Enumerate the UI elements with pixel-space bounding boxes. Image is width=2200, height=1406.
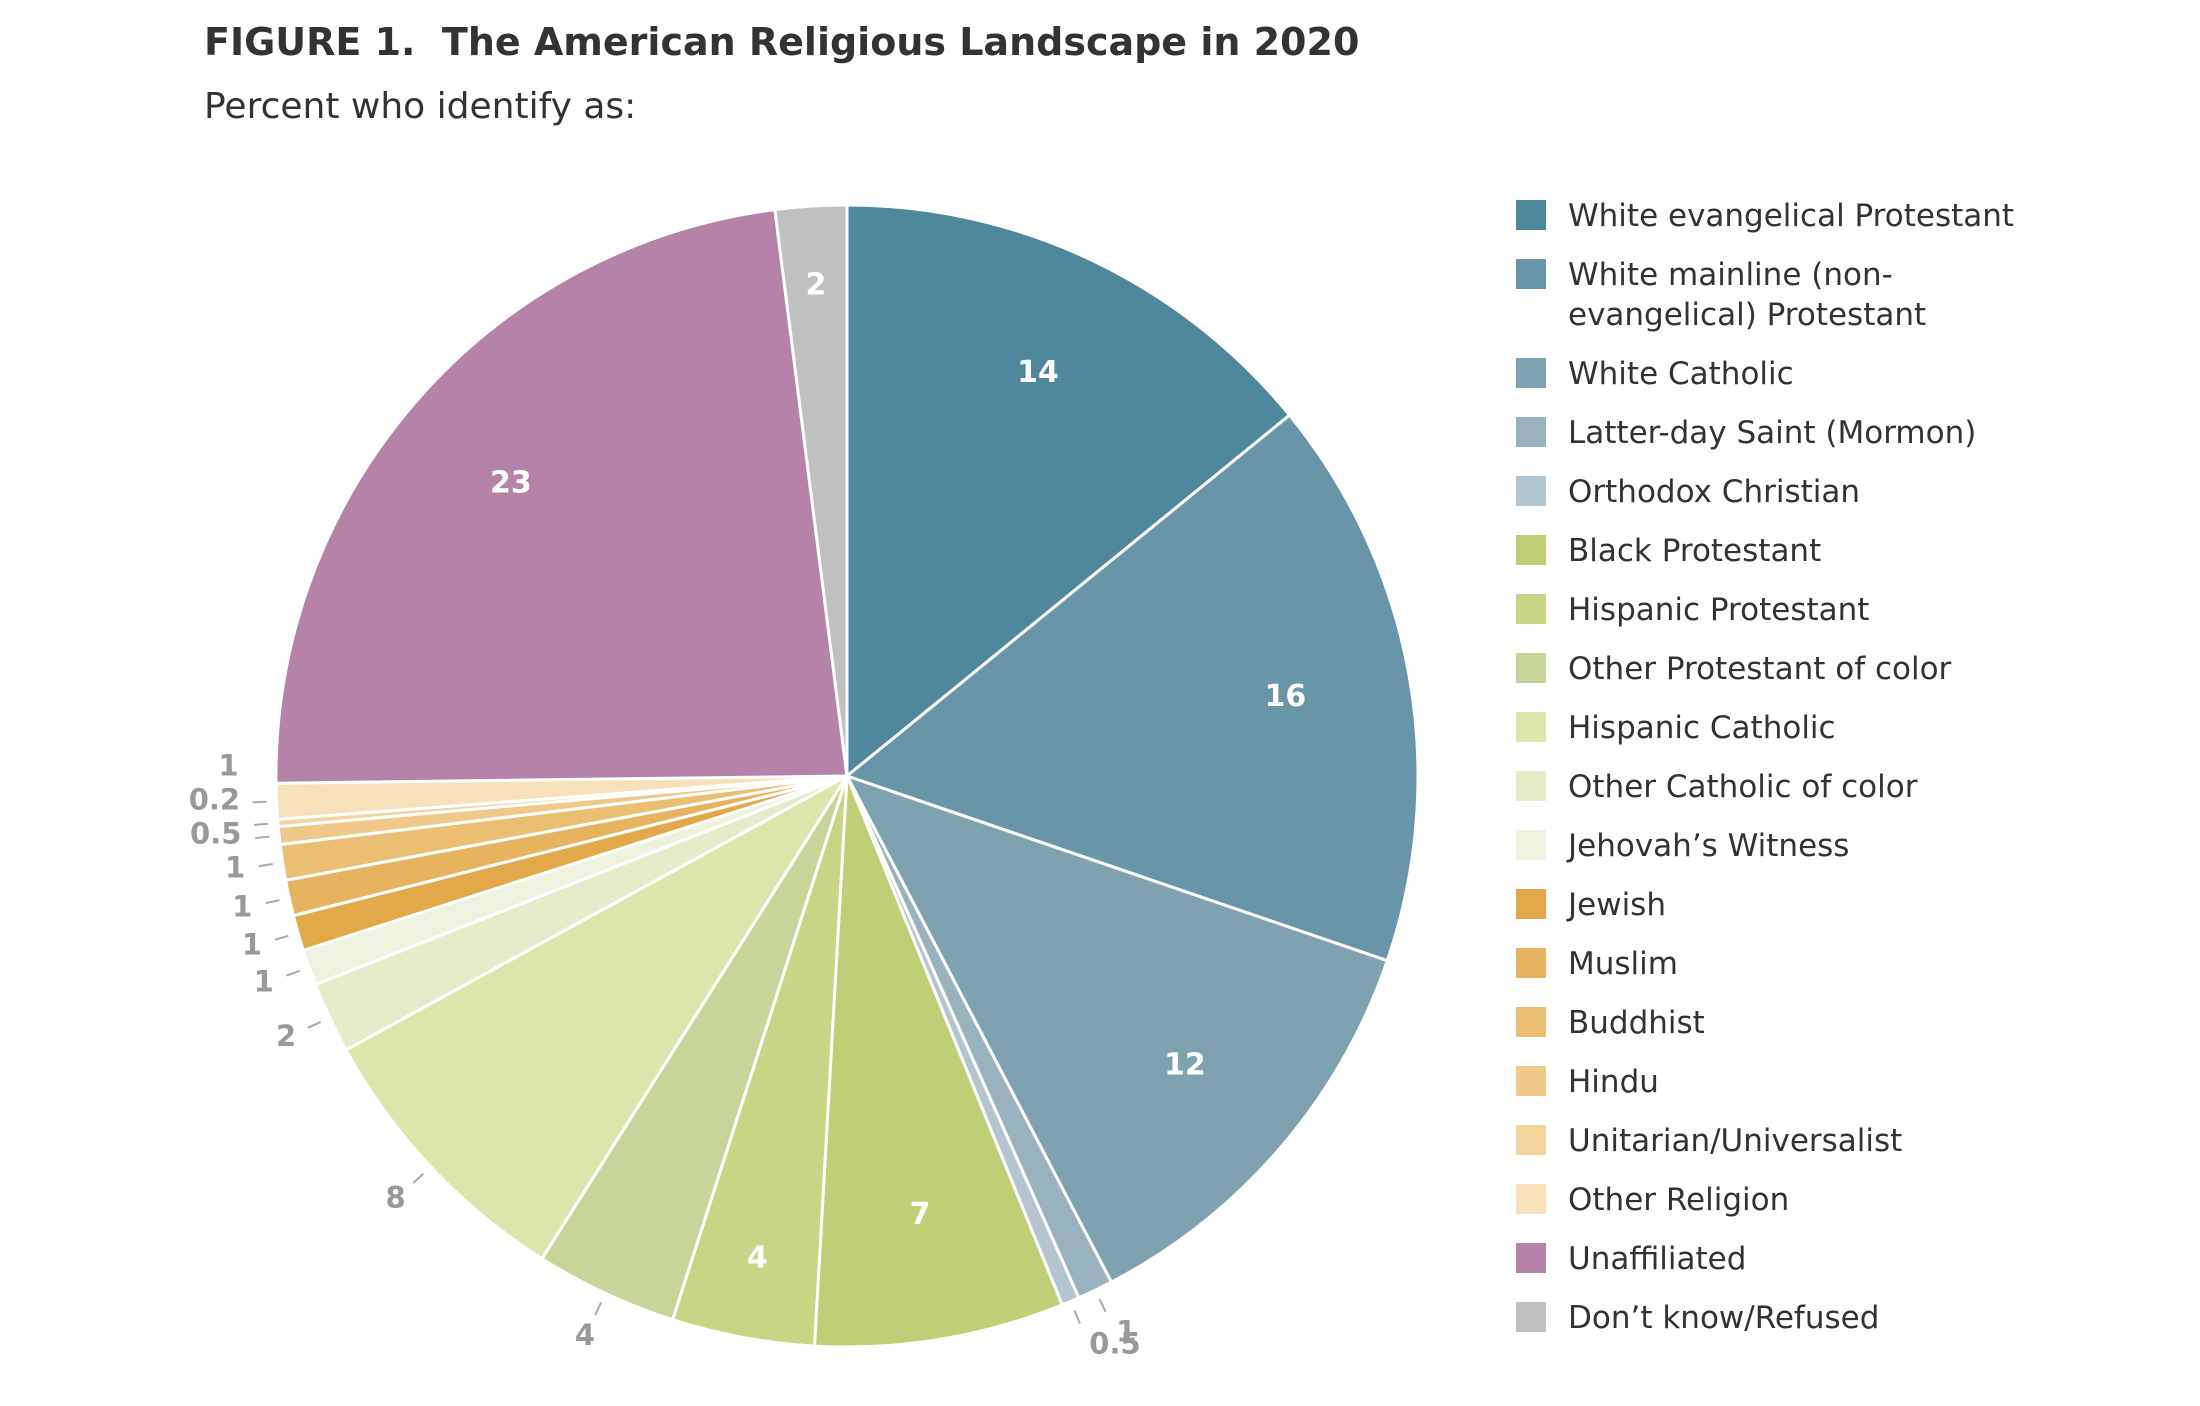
legend-item: Hispanic Catholic	[1516, 708, 2076, 748]
legend-item: Hindu	[1516, 1062, 2076, 1102]
leader-line	[1098, 1298, 1107, 1313]
legend-label: Don’t know/Refused	[1568, 1300, 1880, 1336]
legend-swatch	[1516, 200, 1546, 230]
data-label: 1	[218, 749, 238, 783]
data-label: 0.5	[190, 817, 241, 851]
legend-label: Jewish	[1568, 887, 1666, 923]
leader-line	[265, 899, 280, 905]
data-label: 2	[805, 267, 826, 302]
legend-item: Black Protestant	[1516, 531, 2076, 571]
legend-swatch	[1516, 948, 1546, 978]
pie-slice	[343, 771, 852, 1261]
legend-item: Buddhist	[1516, 1003, 2076, 1043]
legend-label: Hispanic Catholic	[1568, 710, 1836, 746]
legend-item: Other Catholic of color	[1516, 767, 2076, 807]
legend-label: Unitarian/Universalist	[1568, 1123, 1903, 1159]
legend-label: Muslim	[1568, 946, 1678, 982]
pie-slice	[773, 203, 849, 777]
legend-label: White evangelical Protestant	[1568, 198, 2015, 234]
legend-swatch	[1516, 1007, 1546, 1037]
legend-item: Hispanic Protestant	[1516, 590, 2076, 630]
leader-line	[255, 835, 270, 840]
legend-label: Black Protestant	[1568, 533, 1822, 569]
legend-label: Unaffiliated	[1568, 1241, 1747, 1277]
legend-swatch	[1516, 889, 1546, 919]
data-label: 7	[910, 1197, 931, 1232]
data-label: 0.2	[189, 783, 240, 817]
legend-label: White Catholic	[1568, 356, 1794, 392]
leader-line	[252, 800, 267, 804]
leader-line	[253, 822, 269, 826]
chart-title: FIGURE 1. The American Religious Landsca…	[204, 20, 1360, 64]
legend-swatch	[1516, 594, 1546, 624]
leader-line	[307, 1021, 322, 1029]
legend-item: Jewish	[1516, 885, 2076, 925]
pie-slice	[812, 775, 1065, 1349]
data-label: 8	[385, 1181, 405, 1215]
legend-label: White mainline (non-evangelical) Protest…	[1568, 257, 1927, 333]
pie-slice	[843, 773, 1390, 1285]
leader-line	[286, 969, 300, 977]
legend-label: Hindu	[1568, 1064, 1659, 1100]
legend-label: Buddhist	[1568, 1005, 1705, 1041]
legend-swatch	[1516, 476, 1546, 506]
legend-swatch	[1516, 1243, 1546, 1273]
legend-item: Jehovah’s Witness	[1516, 826, 2076, 866]
legend-label: Other Catholic of color	[1568, 769, 1918, 805]
legend-label: Jehovah’s Witness	[1568, 828, 1850, 864]
legend-swatch	[1516, 535, 1546, 565]
legend-item: White mainline (non-evangelical) Protest…	[1516, 255, 2076, 335]
legend-item: White Catholic	[1516, 354, 2076, 394]
legend-swatch	[1516, 1125, 1546, 1155]
pie-slice	[845, 203, 1292, 780]
legend-swatch	[1516, 1184, 1546, 1214]
leader-line	[412, 1172, 425, 1184]
legend-swatch	[1516, 417, 1546, 447]
data-label: 0.5	[1089, 1327, 1140, 1361]
legend-swatch	[1516, 830, 1546, 860]
leader-line	[258, 862, 273, 868]
legend-item: Other Religion	[1516, 1180, 2076, 1220]
legend-label: Latter-day Saint (Mormon)	[1568, 415, 1977, 451]
legend-swatch	[1516, 653, 1546, 683]
legend-item: White evangelical Protestant	[1516, 196, 2076, 236]
legend-item: Don’t know/Refused	[1516, 1298, 2076, 1338]
legend: White evangelical Protestant White mainli…	[1516, 196, 2076, 1357]
data-label: 1	[232, 889, 252, 923]
legend-item: Unitarian/Universalist	[1516, 1121, 2076, 1161]
legend-swatch	[1516, 1302, 1546, 1332]
legend-label: Hispanic Protestant	[1568, 592, 1870, 628]
pie-slice	[274, 207, 849, 785]
data-label: 1	[1116, 1314, 1136, 1348]
data-label: 16	[1265, 679, 1307, 714]
data-label: 1	[242, 927, 262, 961]
data-label: 4	[575, 1318, 595, 1352]
legend-swatch	[1516, 358, 1546, 388]
legend-item: Other Protestant of color	[1516, 649, 2076, 689]
legend-label: Orthodox Christian	[1568, 474, 1861, 510]
data-label: 23	[490, 465, 532, 500]
chart-subtitle: Percent who identify as:	[204, 86, 637, 127]
data-label: 1	[254, 965, 274, 999]
data-label: 2	[276, 1019, 296, 1053]
leader-line	[274, 934, 289, 941]
legend-label: Other Religion	[1568, 1182, 1790, 1218]
legend-item: Orthodox Christian	[1516, 472, 2076, 512]
data-label: 1	[225, 851, 245, 885]
leader-line	[594, 1301, 602, 1316]
legend-item: Latter-day Saint (Mormon)	[1516, 413, 2076, 453]
leader-line	[1073, 1310, 1081, 1324]
data-label: 4	[747, 1240, 768, 1275]
legend-item: Unaffiliated	[1516, 1239, 2076, 1279]
legend-swatch	[1516, 1066, 1546, 1096]
legend-item: Muslim	[1516, 944, 2076, 984]
legend-swatch	[1516, 712, 1546, 742]
legend-label: Other Protestant of color	[1568, 651, 1952, 687]
data-label: 12	[1164, 1048, 1206, 1083]
data-label: 14	[1017, 355, 1059, 390]
legend-swatch	[1516, 771, 1546, 801]
legend-swatch	[1516, 259, 1546, 289]
